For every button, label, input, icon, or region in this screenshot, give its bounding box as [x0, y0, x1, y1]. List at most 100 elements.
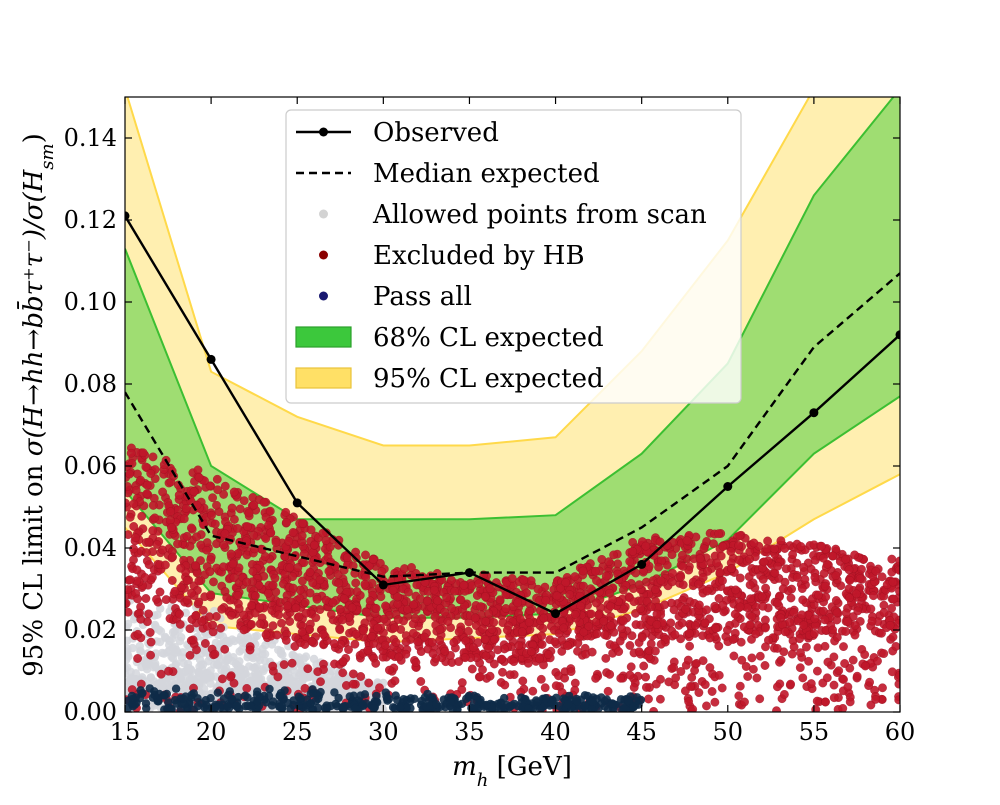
scatter-point [625, 670, 635, 680]
scatter-point [151, 622, 160, 631]
scatter-point [393, 592, 402, 602]
scatter-point [187, 588, 196, 598]
scatter-point [141, 462, 151, 472]
scatter-point [796, 542, 806, 551]
scatter-point [484, 609, 493, 619]
scatter-point [423, 689, 432, 699]
scatter-point [429, 585, 439, 595]
scatter-point [819, 606, 828, 616]
scatter-point [427, 637, 437, 647]
scatter-point [642, 683, 651, 692]
scatter-point [762, 544, 772, 554]
scatter-point [481, 616, 491, 626]
scatter-point [759, 557, 769, 567]
scatter-point [288, 583, 298, 593]
scatter-point [129, 499, 139, 509]
scatter-point [843, 617, 852, 626]
scatter-point [810, 573, 820, 582]
scatter-point [454, 657, 464, 666]
scatter-point [887, 603, 896, 613]
scatter-point [247, 620, 256, 629]
scatter-point [285, 563, 295, 573]
scatter-point [887, 554, 897, 564]
observed-marker [637, 559, 647, 569]
scatter-point [737, 655, 747, 665]
scatter-point [669, 663, 678, 672]
scatter-point [237, 645, 247, 654]
scatter-point [667, 577, 677, 587]
scatter-point [236, 632, 246, 641]
scatter-point [382, 694, 392, 704]
scatter-point [229, 487, 239, 497]
scatter-point [476, 602, 486, 611]
scatter-point [190, 561, 200, 570]
scatter-point [678, 562, 688, 571]
scatter-point [629, 683, 639, 692]
scatter-point [394, 652, 404, 662]
scatter-point [773, 682, 782, 692]
scatter-point [135, 641, 144, 651]
scatter-point [563, 641, 572, 651]
scatter-point [125, 482, 132, 491]
scatter-point [306, 699, 316, 708]
scatter-point [729, 651, 739, 661]
scatter-point [780, 544, 790, 553]
scatter-point [194, 597, 204, 607]
y-tick-label: 0.12 [64, 206, 117, 234]
scatter-point [266, 528, 276, 538]
scatter-point [454, 627, 464, 637]
legend-patch [295, 326, 352, 348]
scatter-point [845, 697, 855, 707]
scatter-point [537, 631, 547, 641]
scatter-point [284, 537, 294, 546]
scatter-point [867, 616, 877, 626]
scatter-point [229, 515, 239, 524]
scatter-point [291, 603, 301, 613]
scatter-point [751, 629, 761, 639]
scatter-point [682, 536, 692, 546]
scatter-point [245, 645, 255, 655]
scatter-point [197, 617, 207, 626]
scatter-point [338, 657, 348, 666]
scatter-point [718, 600, 728, 610]
scatter-point [796, 648, 805, 658]
scatter-point [570, 572, 580, 581]
scatter-point [225, 687, 234, 696]
scatter-point [761, 615, 770, 625]
scatter-point [200, 639, 210, 648]
scatter-point [570, 610, 580, 619]
scatter-point [315, 605, 325, 614]
scatter-point [636, 604, 645, 613]
scatter-point [468, 643, 478, 652]
scatter-point [443, 617, 453, 626]
scatter-point [489, 618, 499, 627]
scatter-point [348, 669, 358, 679]
scatter-point [572, 696, 582, 706]
scatter-point [634, 580, 644, 590]
scatter-point [795, 663, 805, 673]
scatter-point [852, 671, 862, 681]
scatter-point [797, 584, 807, 593]
scatter-point [714, 641, 724, 651]
scatter-point [700, 618, 710, 628]
scatter-point [311, 613, 321, 623]
scatter-point [678, 580, 688, 590]
scatter-pass-all [125, 684, 646, 712]
scatter-point [832, 633, 842, 642]
scatter-point [792, 573, 802, 582]
scatter-point [203, 674, 212, 683]
scatter-point [677, 618, 687, 628]
x-tick-label: 55 [799, 718, 830, 746]
scatter-point [159, 691, 168, 700]
scatter-point [384, 665, 394, 675]
legend-item: Allowed points from scan [319, 200, 707, 230]
scatter-point [500, 680, 510, 690]
scatter-point [887, 667, 897, 677]
scatter-point [618, 616, 628, 626]
scatter-point [632, 693, 642, 702]
scatter-point [153, 610, 162, 619]
scatter-point [194, 472, 204, 482]
scatter-point [369, 639, 378, 648]
scatter-point [798, 673, 808, 683]
observed-marker [809, 408, 819, 418]
